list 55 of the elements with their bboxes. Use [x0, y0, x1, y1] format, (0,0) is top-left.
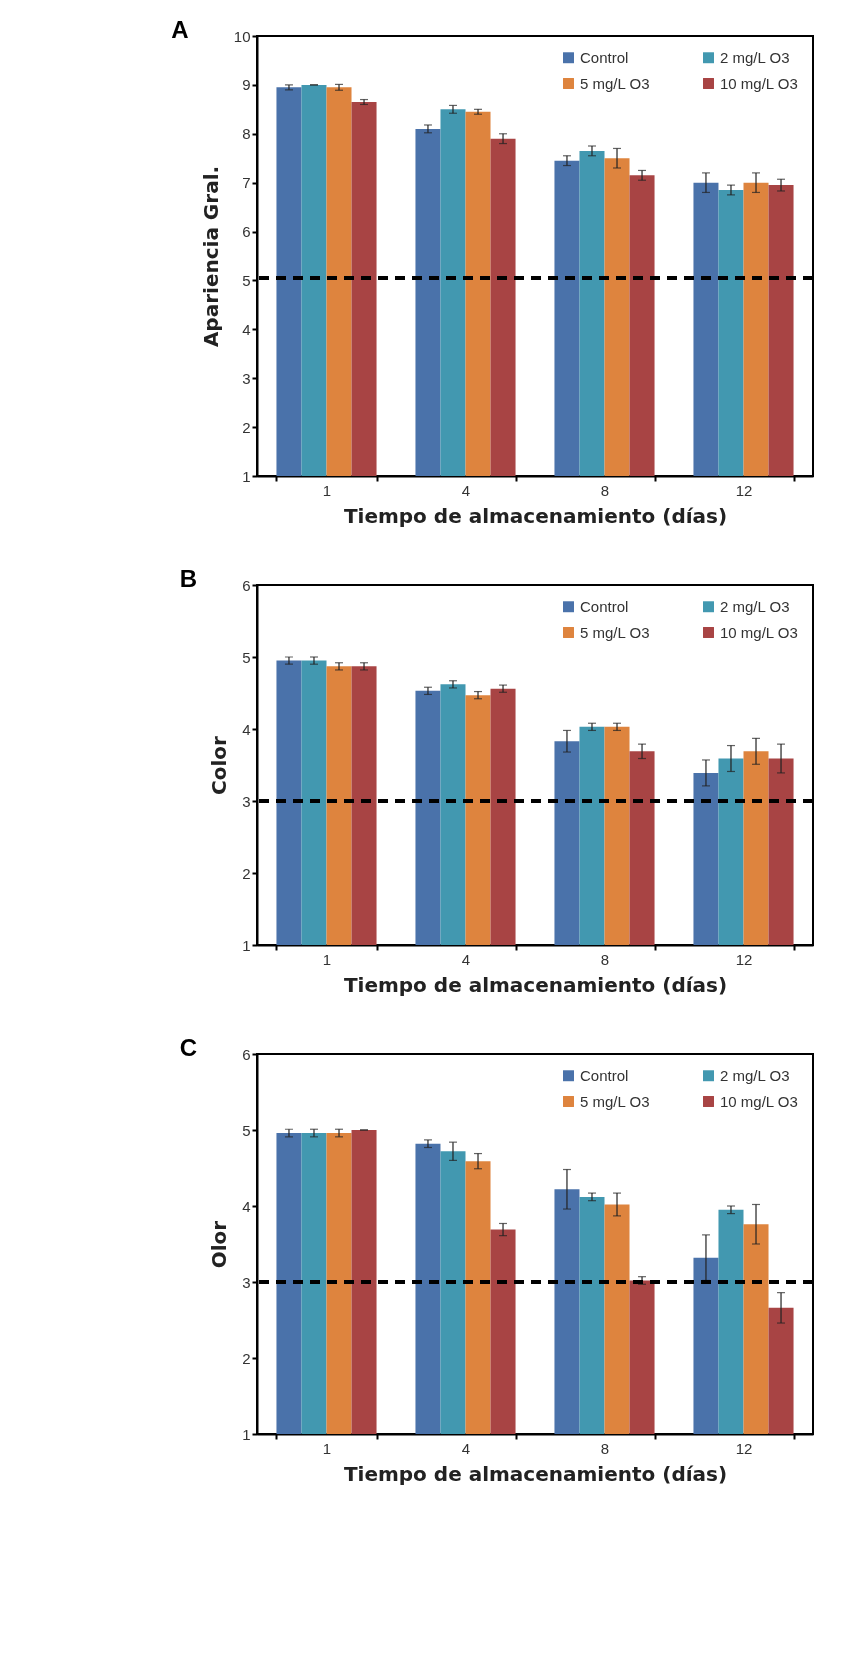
x-tick-label: 12 — [735, 950, 753, 968]
y-tick-label: 5 — [242, 1121, 251, 1139]
y-tick-label: 1 — [242, 1425, 251, 1443]
legend-label: 2 mg/L O3 — [720, 1066, 790, 1084]
legend-label: 5 mg/L O3 — [580, 1092, 650, 1110]
y-tick-label: 6 — [242, 1045, 251, 1063]
y-tick-label: 10 — [233, 27, 251, 45]
y-tick-label: 5 — [242, 648, 251, 666]
legend-label: Control — [580, 48, 629, 66]
y-tick-label: 4 — [242, 320, 251, 338]
y-tick-label: 2 — [242, 418, 251, 436]
x-tick-label: 8 — [600, 1439, 610, 1457]
legend-label: 2 mg/L O3 — [720, 597, 790, 615]
y-tick-label: 4 — [242, 720, 251, 738]
x-tick-label: 12 — [735, 481, 753, 499]
y-axis-title: Color — [207, 735, 232, 795]
y-tick-label: 7 — [242, 174, 251, 192]
x-tick-label: 4 — [461, 950, 471, 968]
y-axis-title: Olor — [207, 1220, 232, 1269]
chart-title: B — [179, 565, 197, 592]
y-tick-label: 2 — [242, 864, 251, 882]
y-tick-label: 2 — [242, 1349, 251, 1367]
legend-label: 2 mg/L O3 — [720, 48, 790, 66]
y-tick-label: 1 — [242, 467, 251, 485]
x-axis-title: Tiempo de almacenamiento (días) — [343, 972, 728, 997]
x-tick-label: 8 — [600, 950, 610, 968]
x-tick-label: 4 — [461, 1439, 471, 1457]
y-tick-label: 1 — [242, 936, 251, 954]
y-tick-label: 3 — [242, 1273, 251, 1291]
x-tick-label: 1 — [322, 481, 332, 499]
legend-label: 5 mg/L O3 — [580, 74, 650, 92]
x-tick-label: 1 — [322, 1439, 332, 1457]
chart-title: A — [171, 16, 189, 43]
y-tick-label: 6 — [242, 223, 251, 241]
x-tick-label: 4 — [461, 481, 471, 499]
legend-label: 10 mg/L O3 — [720, 1092, 798, 1110]
y-tick-label: 5 — [242, 271, 251, 289]
legend-label: 5 mg/L O3 — [580, 623, 650, 641]
x-axis-title: Tiempo de almacenamiento (días) — [343, 503, 728, 528]
x-tick-label: 12 — [735, 1439, 753, 1457]
y-tick-label: 9 — [242, 76, 251, 94]
x-tick-label: 1 — [322, 950, 332, 968]
legend-label: 10 mg/L O3 — [720, 623, 798, 641]
x-tick-label: 8 — [600, 481, 610, 499]
y-tick-label: 6 — [242, 576, 251, 594]
y-tick-label: 3 — [242, 369, 251, 387]
legend-label: 10 mg/L O3 — [720, 74, 798, 92]
y-axis-title: Apariencia Gral. — [198, 165, 223, 348]
y-tick-label: 4 — [242, 1197, 251, 1215]
legend-label: Control — [580, 597, 629, 615]
y-tick-label: 8 — [242, 125, 251, 143]
legend-label: Control — [580, 1066, 629, 1084]
chart-title: C — [179, 1034, 197, 1061]
y-tick-label: 3 — [242, 792, 251, 810]
x-axis-title: Tiempo de almacenamiento (días) — [343, 1461, 728, 1486]
